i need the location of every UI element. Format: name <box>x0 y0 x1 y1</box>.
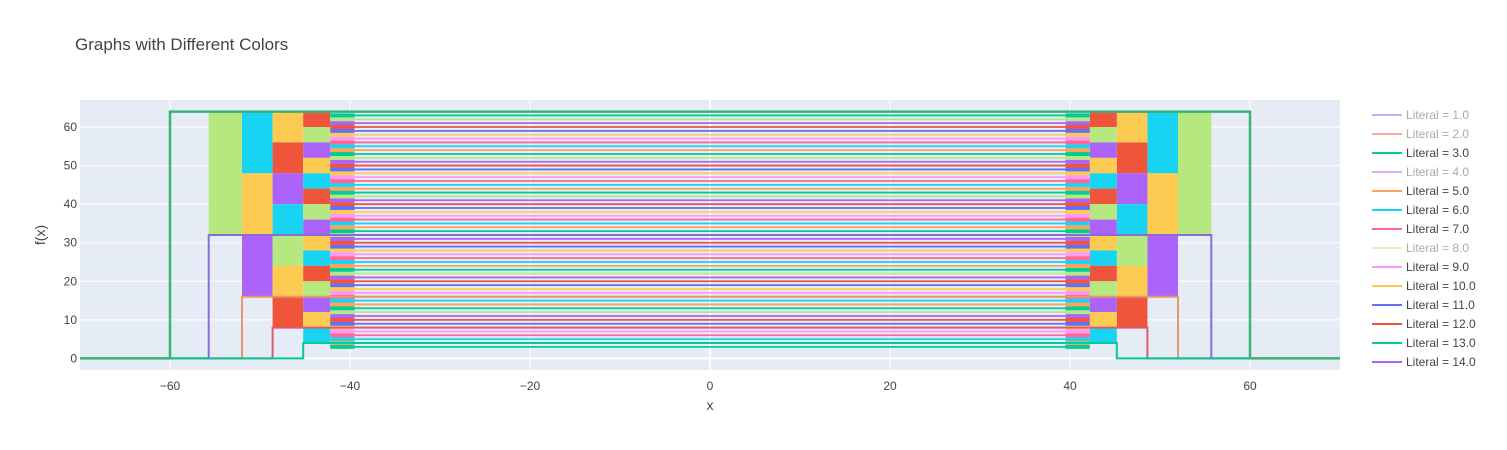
step-block <box>1089 281 1117 297</box>
step-block <box>303 157 331 174</box>
step-block <box>272 204 304 235</box>
legend-label[interactable]: Literal = 10.0 <box>1406 279 1476 293</box>
step-block <box>303 281 331 297</box>
step-block <box>272 296 304 328</box>
step-block <box>303 173 331 189</box>
step-block <box>242 111 273 174</box>
legend-label[interactable]: Literal = 7.0 <box>1406 222 1469 236</box>
y-axis-title: f(x) <box>32 225 48 245</box>
legend-label[interactable]: Literal = 11.0 <box>1406 298 1475 312</box>
step-block <box>1116 204 1148 235</box>
legend-label[interactable]: Literal = 8.0 <box>1406 241 1469 255</box>
step-block <box>303 327 331 343</box>
step-line <box>80 342 1340 360</box>
legend-label[interactable]: Literal = 6.0 <box>1406 203 1469 217</box>
step-block <box>1147 173 1178 235</box>
step-block <box>1116 111 1148 143</box>
step-block <box>1089 265 1117 282</box>
step-block <box>1089 235 1117 251</box>
y-tick-label: 40 <box>64 197 78 211</box>
x-tick-label: 40 <box>1063 379 1077 393</box>
step-block <box>1089 296 1117 313</box>
x-tick-labels: −60 −40 −20 0 20 40 60 <box>160 379 1257 393</box>
legend-label[interactable]: Literal = 2.0 <box>1406 127 1469 141</box>
x-tick-label: 20 <box>883 379 897 393</box>
step-block <box>1116 265 1148 297</box>
step-block <box>1089 250 1117 266</box>
step-block <box>303 250 331 266</box>
y-tick-label: 50 <box>64 159 78 173</box>
y-tick-label: 30 <box>64 236 78 250</box>
legend-label[interactable]: Literal = 3.0 <box>1406 146 1469 160</box>
step-block <box>1089 312 1117 328</box>
y-tick-label: 10 <box>64 313 78 327</box>
step-block <box>303 111 331 127</box>
legend-label[interactable]: Literal = 5.0 <box>1406 184 1469 198</box>
step-block <box>1116 142 1148 174</box>
step-block <box>303 127 331 143</box>
step-block <box>1116 296 1148 328</box>
step-block <box>303 188 331 205</box>
y-tick-label: 60 <box>64 120 78 134</box>
step-block <box>1089 157 1117 174</box>
step-block <box>303 204 331 220</box>
step-block <box>242 235 273 297</box>
plot-marks <box>80 110 1340 360</box>
step-block <box>303 219 331 235</box>
y-tick-label: 0 <box>70 351 77 365</box>
step-block <box>208 111 242 235</box>
step-block <box>303 265 331 282</box>
legend-label[interactable]: Literal = 14.0 <box>1406 355 1476 369</box>
step-block <box>303 296 331 313</box>
step-block <box>272 111 304 143</box>
legend-label[interactable]: Literal = 4.0 <box>1406 165 1469 179</box>
step-block <box>1089 173 1117 189</box>
step-block <box>272 265 304 297</box>
step-block <box>1089 127 1117 143</box>
step-block <box>1147 111 1178 174</box>
step-block <box>242 173 273 235</box>
legend-label[interactable]: Literal = 1.0 <box>1406 108 1469 122</box>
step-block <box>272 235 304 266</box>
x-axis-title: x <box>707 397 714 413</box>
step-block <box>303 142 331 158</box>
step-block <box>272 142 304 174</box>
step-block <box>1089 111 1117 127</box>
chart-title: Graphs with Different Colors <box>75 35 288 54</box>
step-line <box>80 110 1340 360</box>
step-block <box>303 312 331 328</box>
y-tick-labels: 0 10 20 30 40 50 60 <box>64 120 78 365</box>
step-block <box>1089 204 1117 220</box>
legend: Literal = 1.0 Literal = 2.0 Literal = 3.0 L… <box>1372 108 1476 369</box>
step-block <box>1089 188 1117 205</box>
step-block <box>1089 142 1117 158</box>
x-tick-label: 60 <box>1243 379 1257 393</box>
legend-label[interactable]: Literal = 9.0 <box>1406 260 1469 274</box>
step-block <box>1089 219 1117 235</box>
step-block <box>1147 235 1178 297</box>
x-tick-label: −60 <box>160 379 181 393</box>
x-tick-label: 0 <box>707 379 714 393</box>
step-block <box>272 173 304 205</box>
step-block <box>1089 327 1117 343</box>
x-tick-label: −40 <box>340 379 361 393</box>
legend-label[interactable]: Literal = 13.0 <box>1406 336 1476 350</box>
step-block <box>1178 111 1212 235</box>
step-block <box>1116 235 1148 266</box>
x-tick-label: −20 <box>520 379 541 393</box>
y-tick-label: 20 <box>64 274 78 288</box>
step-block <box>303 235 331 251</box>
step-block <box>1116 173 1148 205</box>
legend-label[interactable]: Literal = 12.0 <box>1406 317 1476 331</box>
